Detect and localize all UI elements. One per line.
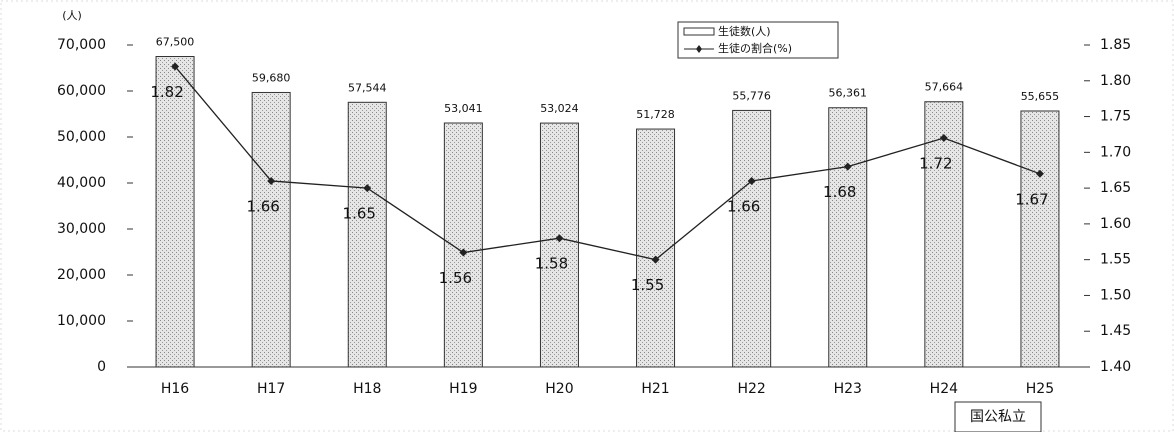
y-tick-label: 50,000 — [57, 129, 106, 145]
line-marker — [939, 134, 948, 143]
line-marker — [843, 162, 852, 171]
bar — [636, 128, 676, 368]
x-tick-label: H19 — [449, 381, 477, 397]
line-marker — [747, 176, 756, 185]
bar-value-label: 55,655 — [1021, 90, 1060, 103]
bar-value-label: 57,664 — [925, 81, 964, 94]
y-tick-label: 60,000 — [57, 83, 106, 99]
y-tick-label: 30,000 — [57, 221, 106, 237]
x-tick-label: H23 — [834, 381, 862, 397]
line-marker — [459, 248, 468, 257]
line-value-label: 1.68 — [823, 183, 856, 201]
line-marker — [1035, 169, 1044, 178]
bar — [251, 91, 291, 368]
line-value-label: 1.82 — [150, 83, 183, 101]
line-marker — [171, 62, 180, 71]
y2-tick-label: 1.60 — [1100, 216, 1131, 232]
x-tick-label: H20 — [545, 381, 573, 397]
bar — [924, 101, 964, 368]
x-tick-label: H22 — [737, 381, 765, 397]
line-value-label: 1.66 — [246, 197, 279, 215]
line-marker — [651, 255, 660, 264]
legend-label: 生徒の割合(%) — [718, 41, 792, 55]
legend-swatch — [683, 27, 715, 36]
x-tick-label: H18 — [353, 381, 381, 397]
line-value-label: 1.55 — [631, 276, 664, 294]
bar — [828, 107, 868, 368]
x-tick-label: H24 — [930, 381, 958, 397]
y2-tick-label: 1.70 — [1100, 144, 1131, 160]
y2-tick-label: 1.65 — [1100, 180, 1131, 196]
line-value-label: 1.65 — [343, 205, 376, 223]
bar — [1020, 110, 1060, 368]
y2-tick-label: 1.45 — [1100, 323, 1131, 339]
line — [174, 66, 1041, 261]
line-value-label: 1.56 — [439, 269, 472, 287]
y-unit-label: (人) — [62, 9, 82, 22]
bar-value-label: 53,041 — [444, 102, 483, 115]
bar-value-label: 59,680 — [252, 71, 291, 84]
line-value-label: 1.72 — [919, 155, 952, 173]
line-value-label: 1.66 — [727, 197, 760, 215]
bar-value-label: 55,776 — [732, 89, 771, 102]
y-tick-label: 40,000 — [57, 175, 106, 191]
x-tick-label: H21 — [641, 381, 669, 397]
y-tick-label: 20,000 — [57, 267, 106, 283]
bar — [347, 101, 387, 368]
y2-tick-label: 1.85 — [1100, 37, 1131, 53]
footnote-box — [954, 401, 1042, 432]
footnote: 国公私立 — [970, 409, 1026, 425]
bar-value-label: 67,500 — [156, 36, 195, 49]
bar-value-label: 57,544 — [348, 81, 387, 94]
legend: 生徒数(人) 生徒の割合(%) — [677, 21, 839, 59]
y2-tick-label: 1.50 — [1100, 287, 1131, 303]
y-tick-label: 70,000 — [57, 37, 106, 53]
x-tick-label: H16 — [161, 381, 189, 397]
line-marker — [267, 176, 276, 185]
line-marker — [363, 184, 372, 193]
x-tick-label: H25 — [1026, 381, 1054, 397]
y-tick-label: 10,000 — [57, 313, 106, 329]
bar-value-label: 56,361 — [829, 87, 868, 100]
y2-tick-label: 1.80 — [1100, 73, 1131, 89]
y-tick-label: 0 — [97, 359, 106, 375]
line-marker — [555, 234, 564, 243]
bar — [732, 109, 772, 368]
line-value-label: 1.67 — [1015, 190, 1048, 208]
bar-value-label: 53,024 — [540, 102, 579, 115]
bar — [539, 122, 579, 368]
line-value-label: 1.58 — [535, 255, 568, 273]
y2-tick-label: 1.40 — [1100, 359, 1131, 375]
y2-tick-label: 1.75 — [1100, 109, 1131, 125]
x-tick-label: H17 — [257, 381, 285, 397]
y2-tick-label: 1.55 — [1100, 252, 1131, 268]
legend-label: 生徒数(人) — [718, 24, 771, 38]
bar — [443, 122, 483, 368]
legend-marker — [696, 45, 702, 53]
bar-value-label: 51,728 — [636, 108, 675, 121]
bar — [155, 56, 195, 368]
